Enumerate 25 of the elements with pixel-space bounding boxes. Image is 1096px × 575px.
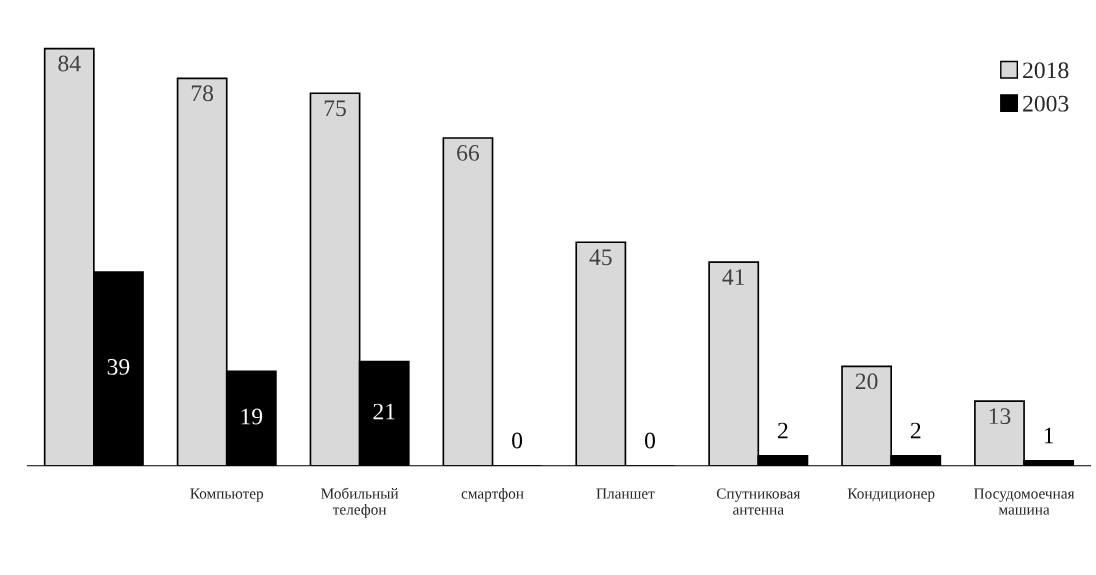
data-label: 75: [324, 100, 346, 117]
data-label: 0: [644, 432, 655, 449]
data-label: 84: [58, 55, 81, 72]
x-tick-label: Мобильный телефон: [321, 487, 399, 518]
data-label: 2: [910, 422, 921, 439]
data-label: 13: [989, 408, 1011, 425]
data-label: 2: [778, 422, 788, 439]
x-tick-label: Кондиционер: [847, 488, 935, 502]
x-tick-label: Спутниковая антенна: [716, 488, 801, 515]
legend-label: 2018: [1023, 62, 1069, 79]
data-label: 66: [457, 144, 480, 161]
data-label: 78: [191, 85, 214, 102]
data-label: 0: [512, 432, 523, 449]
data-label: 19: [241, 408, 263, 425]
x-tick-label: смартфон: [461, 487, 524, 502]
x-tick-label: Планшет: [596, 488, 655, 499]
data-label: 21: [373, 403, 395, 420]
legend-label: 2003: [1023, 95, 1069, 112]
x-tick-label: Компьютер: [190, 488, 264, 502]
data-label: 1: [1044, 427, 1054, 444]
x-tick-label: Посудомоечная машина: [974, 488, 1075, 515]
data-label: 45: [589, 249, 612, 266]
data-label: 39: [107, 358, 130, 375]
data-label: 20: [855, 373, 878, 390]
data-label: 41: [722, 269, 745, 285]
